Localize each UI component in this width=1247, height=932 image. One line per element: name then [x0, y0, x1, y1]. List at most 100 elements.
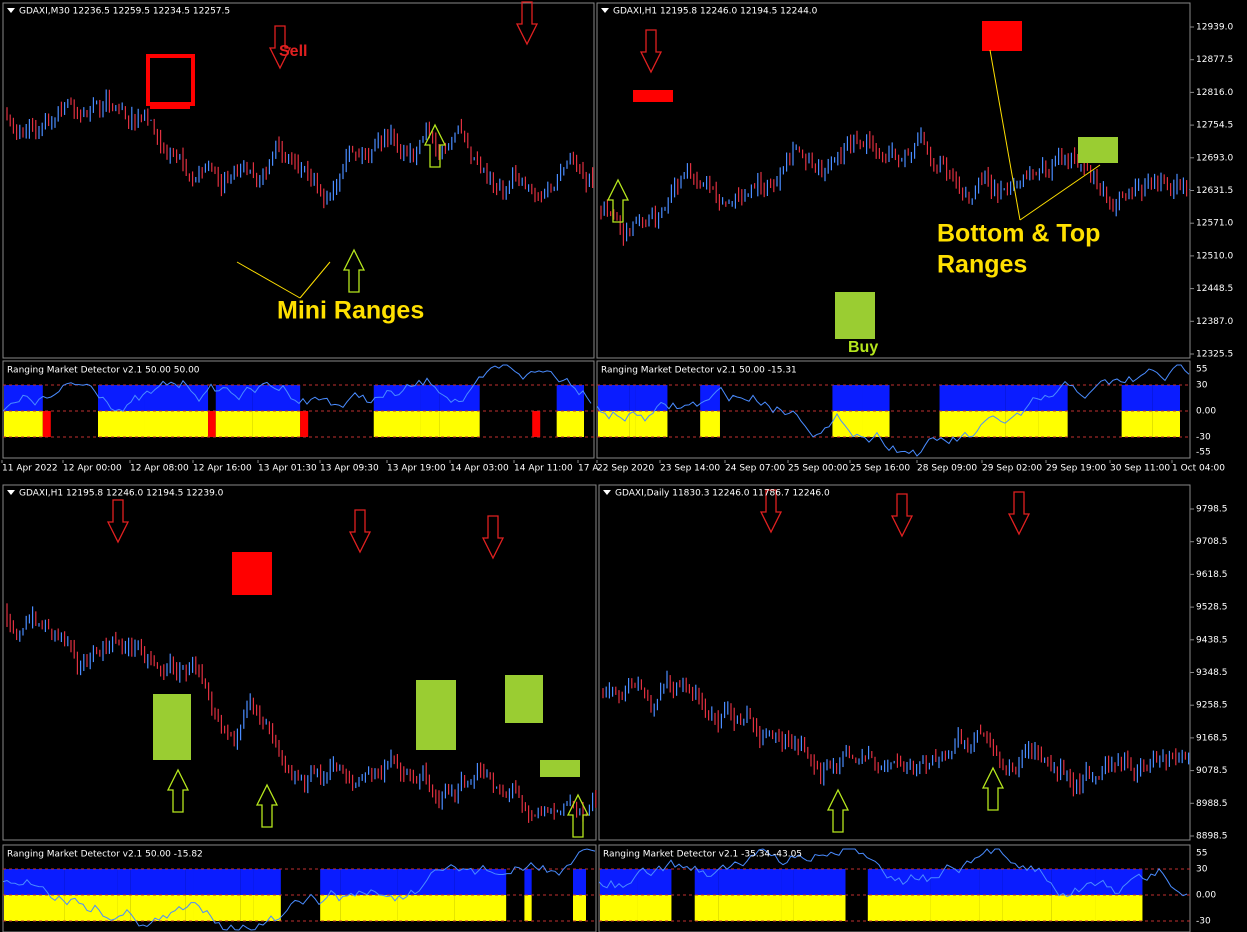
time-label: 11 Apr 2022 — [2, 464, 58, 474]
header-icon — [7, 490, 15, 495]
price-label: 12939.0 — [1196, 23, 1233, 33]
chart-header: GDAXI,H1 12195.8 12246.0 12194.5 12239.0 — [19, 489, 224, 499]
ranging-bar-down — [1095, 895, 1143, 921]
price-label: 12510.0 — [1196, 251, 1233, 261]
indicator-axis-label: -55 — [1196, 448, 1211, 458]
indicator-title: Ranging Market Detector v2.1 -35.34 -43.… — [603, 850, 802, 860]
ranging-bar-up — [781, 869, 794, 895]
time-label: 14 Apr 03:00 — [450, 464, 509, 474]
time-label: 29 Sep 02:00 — [982, 464, 1042, 474]
ranging-bar-up — [793, 869, 846, 895]
signal-bar — [532, 411, 541, 437]
ranging-bar-up — [185, 869, 194, 895]
ranging-bar-up — [572, 869, 586, 895]
ranging-bar-down — [4, 895, 65, 921]
ranging-bar-down — [781, 895, 794, 921]
ranging-bar-down — [130, 895, 186, 921]
signal-arrow — [481, 515, 505, 560]
ranging-bar-down — [4, 411, 43, 437]
oscillator-line — [2, 364, 592, 412]
signal-arrow — [268, 25, 292, 70]
chart-frame — [598, 484, 1191, 841]
chart-header: GDAXI,Daily 11830.3 12246.0 11786.7 1224… — [615, 489, 830, 499]
chart-frame — [596, 2, 1191, 359]
ranging-bar-up — [253, 869, 281, 895]
range-box — [150, 104, 190, 109]
ranging-bar-down — [373, 411, 421, 437]
chart-frame — [2, 484, 597, 841]
ranging-bar-up — [320, 869, 341, 895]
candles — [602, 670, 1190, 797]
signal-arrow — [1007, 491, 1031, 536]
ranging-bar-down — [1002, 895, 1052, 921]
oscillator-line — [598, 848, 1188, 898]
ranging-bar-up — [4, 869, 65, 895]
signal-arrow — [606, 178, 630, 223]
time-label: 14 Apr 11:00 — [514, 464, 573, 474]
time-label: 22 Sep 2020 — [597, 464, 654, 474]
ranging-bar-down — [862, 411, 890, 437]
ranging-bar-down — [600, 895, 638, 921]
ranging-bar-down — [700, 411, 720, 437]
time-label: 25 Sep 16:00 — [850, 464, 910, 474]
chart-header: GDAXI,M30 12236.5 12259.5 12234.5 12257.… — [19, 7, 230, 17]
ranging-bar-down — [64, 895, 118, 921]
range-box — [633, 90, 673, 102]
ranging-bar-up — [718, 869, 782, 895]
indicator-axis-label: 30 — [1196, 381, 1208, 391]
indicator-axis-label: 0.00 — [1196, 891, 1216, 901]
ranging-bar-up — [454, 869, 507, 895]
ranging-bar-up — [420, 385, 440, 411]
ranging-bar-down — [524, 895, 532, 921]
indicator-title: Ranging Market Detector v2.1 50.00 50.00 — [7, 366, 200, 376]
price-label: 9258.5 — [1196, 701, 1228, 711]
indicator-frame — [598, 844, 1191, 932]
pointer-line — [1019, 164, 1101, 221]
ranging-bar-up — [98, 385, 145, 411]
range-box — [505, 675, 543, 723]
ranging-bar-down — [454, 895, 507, 921]
ranging-bar-up — [117, 869, 131, 895]
ranging-bar-down — [215, 411, 253, 437]
ranging-bar-down — [320, 895, 341, 921]
ranging-bar-up — [930, 869, 980, 895]
time-label: 25 Sep 00:00 — [788, 464, 848, 474]
signal-arrow — [423, 123, 447, 168]
ranging-bar-down — [144, 411, 209, 437]
ranging-bar-up — [635, 385, 668, 411]
price-label: 12571.0 — [1196, 219, 1233, 229]
ranging-bar-up — [600, 869, 638, 895]
price-label: 8898.5 — [1196, 832, 1228, 842]
ranging-bar-down — [629, 411, 636, 437]
candles — [600, 127, 1191, 246]
ranging-bar-down — [637, 895, 672, 921]
indicator-axis-label: -30 — [1196, 917, 1211, 927]
ranging-bar-up — [1121, 385, 1153, 411]
ranging-bar-down — [1038, 411, 1068, 437]
ranging-bar-down — [1005, 411, 1039, 437]
price-label: 9438.5 — [1196, 635, 1228, 645]
indicator-title: Ranging Market Detector v2.1 50.00 -15.3… — [601, 366, 797, 376]
ranging-bar-down — [556, 411, 584, 437]
ranging-bar-up — [979, 869, 1003, 895]
range-box — [416, 680, 456, 750]
ranging-bar-down — [867, 895, 931, 921]
ranging-bar-down — [793, 895, 846, 921]
signal-arrow — [890, 493, 914, 538]
signal-arrow — [639, 29, 663, 74]
time-label: 12 Apr 08:00 — [130, 464, 189, 474]
ranging-bar-up — [193, 869, 241, 895]
pointer-line — [989, 49, 1021, 221]
range-box — [1078, 137, 1118, 163]
ranging-bar-down — [572, 895, 586, 921]
time-label: 13 Apr 01:30 — [258, 464, 317, 474]
ranging-bar-up — [832, 385, 863, 411]
price-label: 9168.5 — [1196, 733, 1228, 743]
ranging-bar-up — [524, 869, 532, 895]
range-box — [835, 292, 875, 339]
signal-arrow — [515, 1, 539, 46]
price-label: 12754.5 — [1196, 121, 1233, 131]
ranging-bar-down — [253, 895, 281, 921]
price-label: 12816.0 — [1196, 88, 1233, 98]
